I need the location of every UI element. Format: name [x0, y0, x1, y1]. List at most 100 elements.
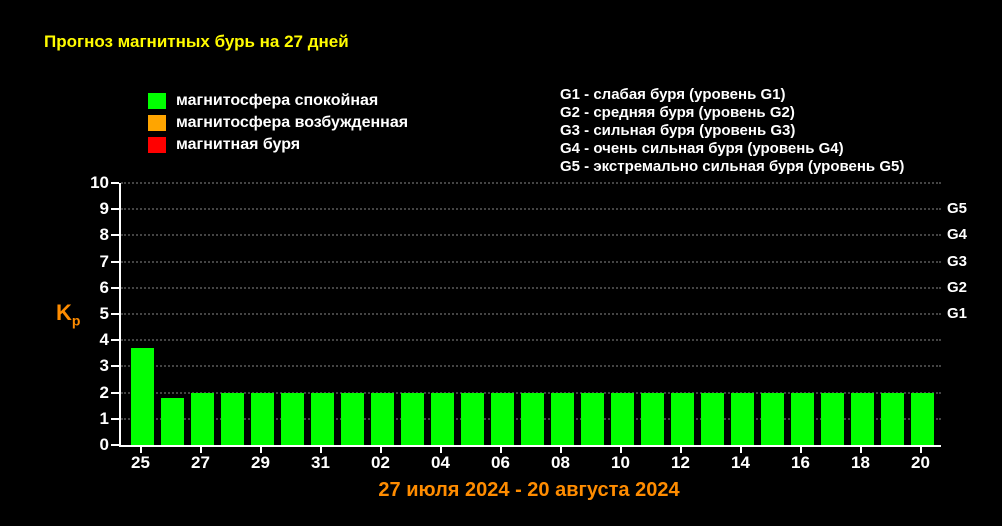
gridline: [121, 208, 941, 211]
secondary-y-label: G3: [947, 253, 967, 270]
y-tick-mark: [111, 313, 119, 315]
storm-level-line: G3 - сильная буря (уровень G3): [560, 122, 904, 140]
bar: [881, 393, 904, 445]
legend-label: магнитосфера возбужденная: [176, 114, 408, 132]
secondary-y-label: G2: [947, 279, 967, 296]
bar: [161, 398, 184, 445]
x-tick-label: 16: [786, 453, 816, 473]
bar: [761, 393, 784, 445]
bar: [341, 393, 364, 445]
storm-level-descriptions: G1 - слабая буря (уровень G1)G2 - средня…: [560, 86, 904, 176]
chart-title: Прогноз магнитных бурь на 27 дней: [44, 32, 349, 52]
y-tick-label: 1: [81, 409, 109, 429]
x-tick-mark: [560, 445, 562, 453]
x-tick-mark: [200, 445, 202, 453]
x-tick-mark: [800, 445, 802, 453]
y-tick-label: 10: [81, 173, 109, 193]
bar: [491, 393, 514, 445]
x-tick-mark: [440, 445, 442, 453]
secondary-y-label: G1: [947, 305, 967, 322]
bar: [401, 393, 424, 445]
gridline: [121, 365, 941, 368]
legend-swatch: [148, 115, 166, 131]
bar: [281, 393, 304, 445]
bar: [191, 393, 214, 445]
bar: [371, 393, 394, 445]
bar: [821, 393, 844, 445]
x-tick-mark: [140, 445, 142, 453]
x-tick-mark: [260, 445, 262, 453]
x-tick-label: 31: [306, 453, 336, 473]
bar: [461, 393, 484, 445]
y-tick-label: 5: [81, 304, 109, 324]
y-tick-mark: [111, 261, 119, 263]
gridline: [121, 339, 941, 342]
x-tick-label: 14: [726, 453, 756, 473]
legend-label: магнитная буря: [176, 136, 300, 154]
x-tick-label: 29: [246, 453, 276, 473]
x-tick-label: 06: [486, 453, 516, 473]
y-tick-label: 3: [81, 356, 109, 376]
y-tick-label: 8: [81, 225, 109, 245]
x-tick-mark: [500, 445, 502, 453]
y-tick-mark: [111, 392, 119, 394]
x-tick-label: 18: [846, 453, 876, 473]
x-tick-mark: [380, 445, 382, 453]
secondary-y-label: G5: [947, 200, 967, 217]
x-tick-mark: [620, 445, 622, 453]
storm-level-line: G4 - очень сильная буря (уровень G4): [560, 140, 904, 158]
bar: [521, 393, 544, 445]
bar: [701, 393, 724, 445]
legend-item: магнитосфера спокойная: [148, 90, 408, 112]
y-tick-label: 2: [81, 383, 109, 403]
x-tick-label: 27: [186, 453, 216, 473]
y-tick-label: 4: [81, 330, 109, 350]
y-tick-label: 7: [81, 252, 109, 272]
bar: [611, 393, 634, 445]
legend-item: магнитная буря: [148, 134, 408, 156]
bar: [131, 348, 154, 445]
legend-item: магнитосфера возбужденная: [148, 112, 408, 134]
y-tick-label: 6: [81, 278, 109, 298]
bar: [791, 393, 814, 445]
storm-level-line: G5 - экстремально сильная буря (уровень …: [560, 158, 904, 176]
y-tick-mark: [111, 339, 119, 341]
bar: [251, 393, 274, 445]
y-tick-label: 0: [81, 435, 109, 455]
bar: [731, 393, 754, 445]
x-tick-label: 12: [666, 453, 696, 473]
x-tick-label: 04: [426, 453, 456, 473]
plot-area: [119, 183, 941, 447]
y-tick-mark: [111, 208, 119, 210]
y-tick-mark: [111, 287, 119, 289]
legend-label: магнитосфера спокойная: [176, 92, 378, 110]
y-tick-label: 9: [81, 199, 109, 219]
y-axis-label: Kp: [56, 300, 80, 328]
gridline: [121, 261, 941, 264]
x-tick-mark: [920, 445, 922, 453]
x-axis-caption: 27 июля 2024 - 20 августа 2024: [119, 479, 939, 502]
bar: [671, 393, 694, 445]
legend-swatch: [148, 137, 166, 153]
storm-level-line: G2 - средняя буря (уровень G2): [560, 104, 904, 122]
gridline: [121, 234, 941, 237]
secondary-y-label: G4: [947, 226, 967, 243]
bar: [431, 393, 454, 445]
bar: [641, 393, 664, 445]
y-tick-mark: [111, 234, 119, 236]
x-tick-label: 08: [546, 453, 576, 473]
x-tick-label: 02: [366, 453, 396, 473]
x-tick-label: 25: [126, 453, 156, 473]
bar: [851, 393, 874, 445]
y-tick-mark: [111, 444, 119, 446]
x-tick-mark: [740, 445, 742, 453]
legend-swatch: [148, 93, 166, 109]
bar: [221, 393, 244, 445]
y-tick-mark: [111, 365, 119, 367]
x-tick-label: 20: [906, 453, 936, 473]
gridline: [121, 287, 941, 290]
x-tick-label: 10: [606, 453, 636, 473]
x-tick-mark: [320, 445, 322, 453]
y-tick-mark: [111, 182, 119, 184]
x-tick-mark: [860, 445, 862, 453]
